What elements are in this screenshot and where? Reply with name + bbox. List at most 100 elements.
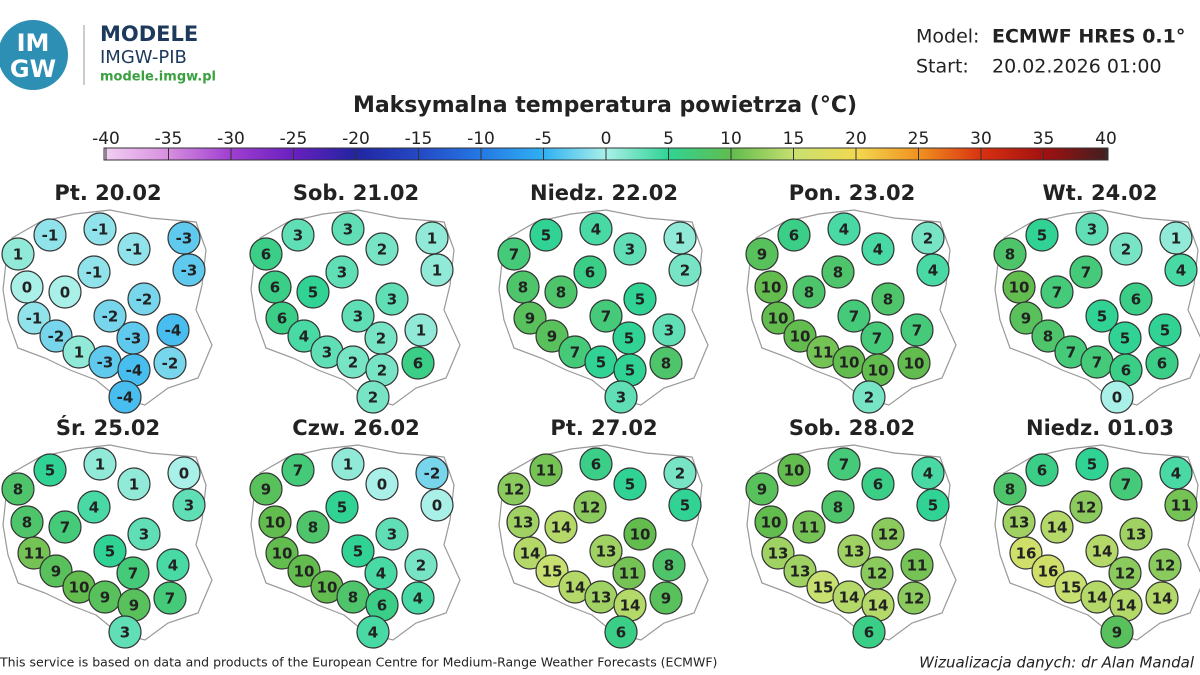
- station-value: 10: [868, 362, 889, 380]
- station-marker: [649, 581, 683, 615]
- station-marker: [249, 237, 283, 271]
- station-marker: [365, 232, 399, 266]
- station-value: 3: [337, 264, 347, 282]
- station-value: 5: [1097, 308, 1107, 326]
- station-value: 7: [165, 590, 175, 608]
- station-value: 11: [813, 344, 834, 362]
- station-value: 7: [128, 565, 138, 583]
- station-value: 3: [343, 221, 353, 239]
- url[interactable]: modele.imgw.pl: [100, 70, 216, 85]
- station-value: 7: [1066, 344, 1076, 362]
- colorbar-tick-label: -35: [155, 129, 183, 149]
- station-value: 6: [1121, 362, 1131, 380]
- station-marker: [1075, 447, 1109, 481]
- station-marker: [33, 218, 67, 252]
- station-value: 2: [348, 354, 358, 372]
- station-value: 10: [784, 462, 805, 480]
- source-note: This service is based on data and produc…: [0, 655, 717, 670]
- colorbar-tick-label: -25: [280, 129, 308, 149]
- station-marker: [623, 282, 657, 316]
- colorbar-tick-label: -20: [342, 129, 370, 149]
- station-marker: [1119, 282, 1153, 316]
- station-marker: [652, 548, 686, 582]
- station-value: 8: [518, 279, 528, 297]
- station-marker: [48, 275, 82, 309]
- panel-title: Sob. 21.02: [293, 181, 419, 205]
- station-marker: [167, 221, 201, 255]
- station-value: 2: [864, 389, 874, 407]
- station-marker: [325, 490, 359, 524]
- station-marker: [77, 255, 111, 289]
- station-value: 6: [413, 355, 423, 373]
- station-marker: [296, 275, 330, 309]
- station-value: -3: [176, 230, 193, 248]
- station-value: 6: [585, 264, 595, 282]
- station-value: 10: [265, 514, 286, 532]
- colorbar-tick-label: -10: [467, 129, 495, 149]
- station-value: 1: [1171, 230, 1181, 248]
- title: Maksymalna temperatura powietrza (°C): [353, 93, 857, 118]
- station-marker: [1, 237, 35, 271]
- station-value: 4: [839, 221, 849, 239]
- station-value: 6: [873, 476, 883, 494]
- station-marker: [167, 456, 201, 490]
- station-value: 5: [1037, 227, 1047, 245]
- station-marker: [871, 517, 905, 551]
- station-marker: [604, 380, 638, 414]
- station-value: 11: [619, 565, 640, 583]
- colorbar-tick-label: 15: [783, 129, 805, 149]
- station-value: 9: [51, 563, 61, 581]
- station-marker: [1031, 554, 1065, 588]
- station-marker: [821, 255, 855, 289]
- station-marker: [663, 221, 697, 255]
- station-value: 10: [1009, 279, 1030, 297]
- station-marker: [325, 255, 359, 289]
- station-value: 0: [60, 284, 70, 302]
- station-value: 8: [308, 519, 318, 537]
- station-value: 5: [308, 284, 318, 302]
- station-value: 15: [1061, 579, 1082, 597]
- station-value: 7: [1092, 354, 1102, 372]
- station-value: 6: [1131, 291, 1141, 309]
- station-marker: [108, 615, 142, 649]
- station-marker: [1085, 534, 1119, 568]
- station-value: 1: [74, 344, 84, 362]
- station-marker: [745, 472, 779, 506]
- station-marker: [535, 319, 569, 353]
- station-value: 8: [664, 557, 674, 575]
- station-marker: [39, 319, 73, 353]
- panel-title: Pon. 23.02: [789, 181, 915, 205]
- station-marker: [1009, 301, 1043, 335]
- station-marker: [613, 232, 647, 266]
- station-value: 4: [928, 262, 938, 280]
- station-marker: [401, 346, 435, 380]
- panel-title: Pt. 20.02: [54, 181, 161, 205]
- station-marker: [821, 490, 855, 524]
- station-value: 9: [129, 597, 139, 615]
- brand-subtitle: IMGW-PIB: [100, 47, 187, 68]
- station-value: 4: [591, 221, 601, 239]
- station-value: -1: [26, 310, 43, 328]
- station-marker: [341, 299, 375, 333]
- station-value: 0: [377, 476, 387, 494]
- station-value: 5: [45, 462, 55, 480]
- station-marker: [172, 488, 206, 522]
- station-value: 1: [416, 322, 426, 340]
- station-marker: [39, 554, 73, 588]
- station-marker: [1025, 218, 1059, 252]
- logo-text: IM: [17, 29, 50, 57]
- station-marker: [792, 275, 826, 309]
- station-marker: [1145, 346, 1179, 380]
- panel-title: Śr. 25.02: [56, 415, 160, 440]
- colorbar-tick-label: -40: [92, 129, 120, 149]
- station-marker: [281, 453, 315, 487]
- station-marker: [573, 490, 607, 524]
- station-marker: [249, 472, 283, 506]
- station-value: 15: [813, 579, 834, 597]
- station-marker: [117, 467, 151, 501]
- station-value: 10: [761, 514, 782, 532]
- station-value: 9: [1021, 310, 1031, 328]
- station-value: 3: [616, 389, 626, 407]
- station-value: 12: [504, 481, 525, 499]
